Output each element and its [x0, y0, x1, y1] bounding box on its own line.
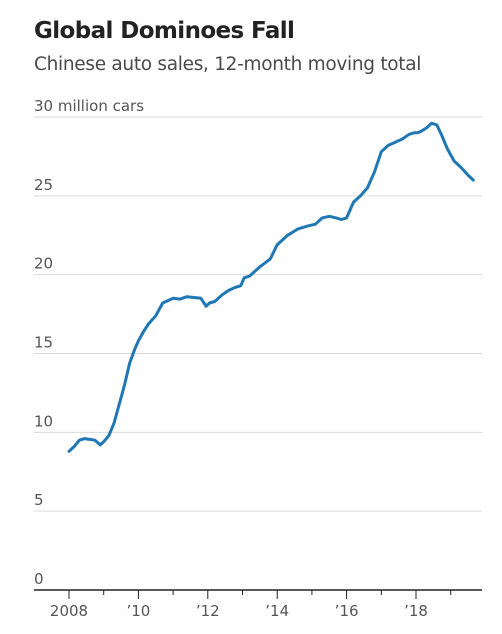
x-tick-label: ’14: [265, 602, 289, 620]
y-tick-label: 0: [34, 570, 44, 588]
chart-title: Global Dominoes Fall: [34, 18, 295, 44]
x-tick-label: ’18: [404, 602, 428, 620]
y-tick-label: 25: [34, 176, 53, 194]
series-line-auto-sales: [67, 121, 475, 453]
y-tick-label: 10: [34, 412, 53, 430]
x-tick-label: ’12: [196, 602, 220, 620]
y-tick-label: 15: [34, 334, 53, 352]
y-tick-label: 20: [34, 255, 53, 273]
x-tick-label: ’16: [335, 602, 359, 620]
chart-subtitle: Chinese auto sales, 12-month moving tota…: [34, 54, 422, 75]
x-tick-label: ’10: [126, 602, 150, 620]
x-tick-label: 2008: [50, 602, 88, 620]
y-tick-label: 5: [34, 491, 44, 509]
y-tick-label: 30 million cars: [34, 97, 144, 115]
